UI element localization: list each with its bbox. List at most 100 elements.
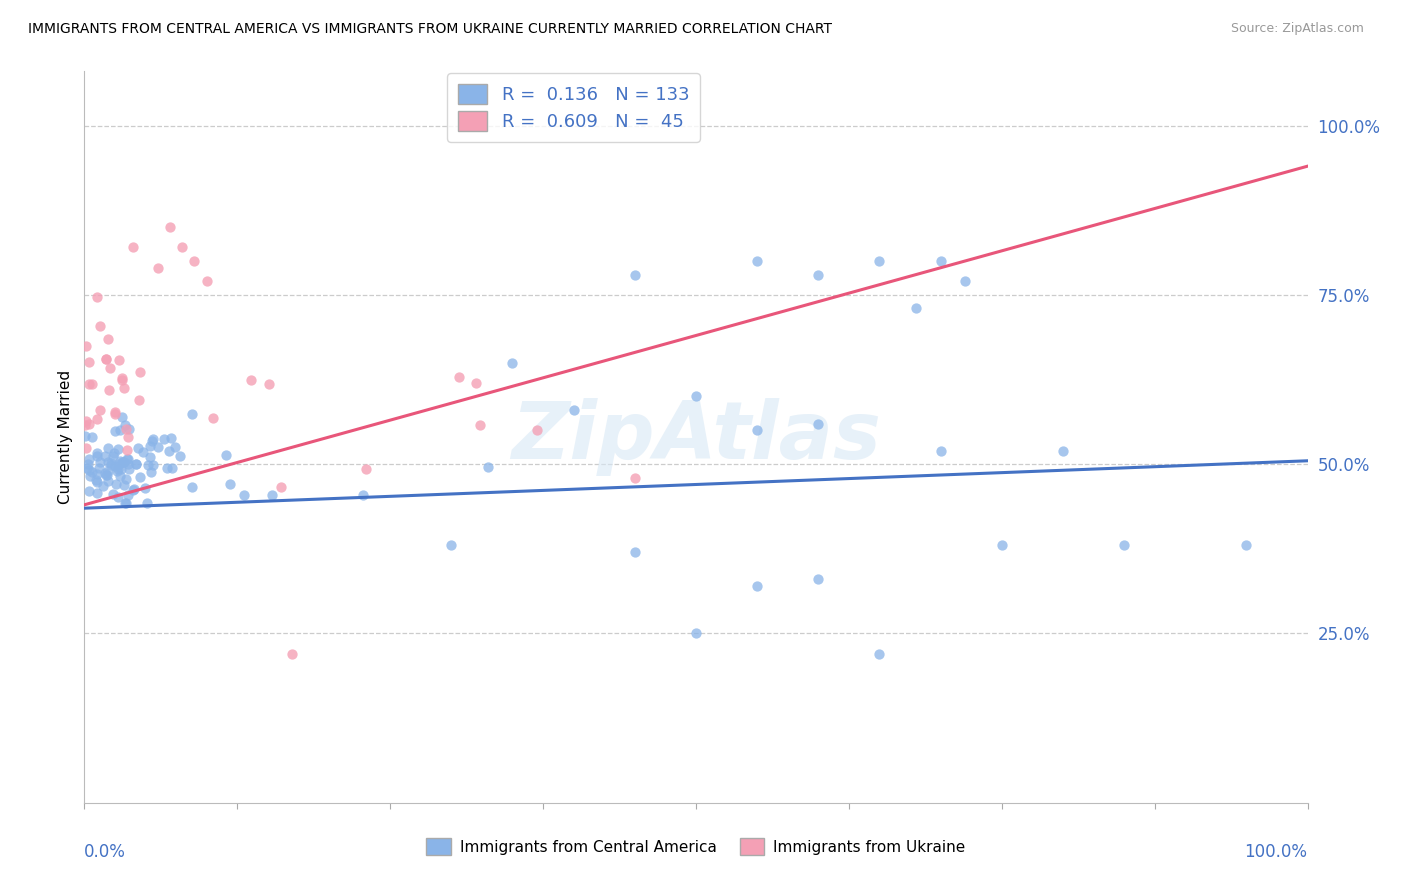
Point (100, 458, 122, 473)
Point (118, 462, 141, 476)
Point (624, 471, 647, 485)
Point (159, 220, 181, 235)
Point (114, 422, 136, 436)
Point (75, 414, 97, 428)
Point (281, 647, 304, 661)
Point (122, 240, 145, 254)
Point (468, 418, 491, 433)
Point (111, 373, 134, 387)
Point (869, 647, 891, 661)
Point (107, 490, 129, 504)
Point (80, 465, 103, 479)
Point (94, 467, 117, 482)
Point (117, 451, 139, 466)
Point (77, 483, 100, 498)
Point (127, 441, 149, 455)
Point (1114, 538, 1136, 552)
Point (624, 268, 647, 282)
Point (122, 483, 145, 497)
Point (181, 407, 204, 421)
Point (89, 461, 111, 475)
Point (624, 545, 647, 559)
Point (111, 410, 134, 425)
Point (97, 464, 120, 478)
Point (79, 469, 101, 483)
Point (117, 458, 139, 472)
Point (146, 260, 169, 275)
Text: IMMIGRANTS FROM CENTRAL AMERICA VS IMMIGRANTS FROM UKRAINE CURRENTLY MARRIED COR: IMMIGRANTS FROM CENTRAL AMERICA VS IMMIG… (28, 22, 832, 37)
Point (76, 461, 98, 475)
Point (115, 451, 138, 466)
Point (132, 445, 155, 459)
Point (354, 462, 377, 476)
Point (117, 488, 139, 502)
Point (75, 339, 97, 353)
Point (477, 460, 499, 475)
Point (89, 455, 111, 469)
Point (464, 376, 486, 390)
Point (169, 449, 191, 463)
Point (104, 407, 127, 421)
Point (97, 475, 120, 489)
Point (98, 361, 121, 376)
Point (86, 290, 108, 304)
Point (111, 370, 134, 384)
Point (125, 457, 148, 471)
Point (104, 459, 127, 474)
Point (77, 457, 100, 471)
Point (112, 477, 135, 491)
Point (101, 450, 124, 464)
Point (86, 486, 108, 500)
Point (129, 470, 152, 484)
Point (104, 424, 127, 438)
Point (270, 480, 292, 494)
Point (111, 455, 134, 469)
Point (86, 467, 108, 482)
Point (134, 481, 156, 495)
Point (526, 423, 548, 437)
Point (94, 467, 117, 481)
Point (105, 464, 128, 478)
Point (117, 430, 139, 444)
Point (929, 443, 952, 458)
Point (107, 462, 129, 476)
Point (97, 383, 120, 397)
Point (141, 434, 163, 449)
Point (104, 477, 127, 491)
Point (86, 449, 108, 463)
Point (111, 455, 134, 469)
Y-axis label: Currently Married: Currently Married (58, 370, 73, 504)
Point (685, 389, 707, 403)
Point (157, 443, 180, 458)
Point (125, 457, 148, 471)
Point (685, 626, 707, 640)
Point (108, 469, 131, 483)
Point (159, 432, 181, 446)
Point (100, 456, 122, 470)
Point (239, 373, 262, 387)
Point (110, 461, 132, 475)
Text: ZipAtlas: ZipAtlas (510, 398, 882, 476)
Point (108, 457, 131, 471)
Point (440, 538, 463, 552)
Text: 0.0%: 0.0% (84, 843, 127, 861)
Point (94, 449, 117, 463)
Point (141, 465, 163, 479)
Point (79, 417, 101, 431)
Point (160, 461, 183, 475)
Point (96, 467, 118, 482)
Point (180, 481, 202, 495)
Point (953, 274, 976, 288)
Point (905, 301, 928, 316)
Point (747, 579, 769, 593)
Point (86, 475, 108, 490)
Point (77, 355, 100, 369)
Legend: Immigrants from Central America, Immigrants from Ukraine: Immigrants from Central America, Immigra… (420, 832, 972, 861)
Point (1236, 538, 1258, 552)
Point (114, 496, 136, 510)
Point (929, 254, 952, 268)
Point (86, 473, 108, 487)
Point (114, 417, 136, 432)
Point (449, 370, 471, 384)
Text: 100.0%: 100.0% (1244, 843, 1308, 861)
